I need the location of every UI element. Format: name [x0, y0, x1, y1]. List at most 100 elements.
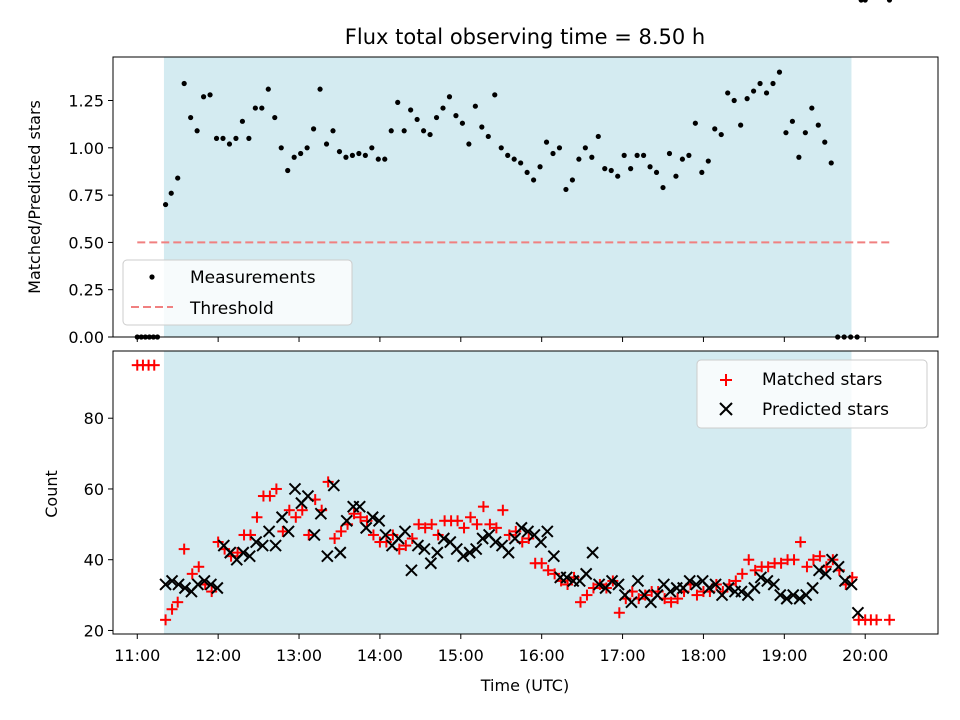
matched-point — [542, 564, 554, 576]
predicted-point — [806, 581, 819, 595]
legend-matched-marker — [720, 374, 732, 386]
predicted-point — [379, 528, 392, 542]
matched-point — [361, 515, 373, 527]
predicted-point — [631, 574, 645, 588]
measurement-point — [809, 105, 815, 111]
bottom-y-tick-label: 20 — [84, 621, 104, 640]
predicted-point — [269, 539, 282, 552]
measurement-point — [408, 107, 414, 113]
measurement-point — [485, 133, 491, 140]
x-tick-label: 17:00 — [600, 646, 646, 665]
measurement-point — [278, 145, 284, 151]
legend-matched-label: Matched stars — [762, 370, 882, 390]
predicted-point — [405, 564, 418, 577]
measurement-point — [862, 0, 868, 3]
measurement-point — [453, 113, 459, 119]
measurement-point — [828, 160, 834, 166]
matched-point — [613, 607, 625, 619]
measurement-point — [317, 86, 323, 92]
matched-point — [277, 525, 289, 537]
bottom-axes-frame — [112, 350, 939, 635]
matched-point — [303, 529, 315, 541]
bottom-legend: Matched stars Predicted stars — [696, 359, 928, 429]
measurement-point — [479, 124, 485, 130]
predicted-point — [359, 521, 373, 535]
measurement-point — [511, 156, 517, 162]
predicted-point — [366, 511, 379, 524]
predicted-point — [748, 581, 761, 595]
measurement-point — [472, 103, 478, 109]
measurement-point — [582, 145, 588, 151]
matched-point — [775, 557, 787, 569]
measurement-point — [175, 175, 181, 181]
matched-point — [400, 540, 412, 552]
predicted-point — [683, 574, 696, 588]
matched-point — [749, 564, 761, 576]
bottom-y-axis: 20 40 60 80 — [84, 409, 113, 640]
predicted-point — [204, 578, 218, 591]
matched-point — [523, 532, 535, 544]
matched-point — [587, 582, 599, 594]
matched-point — [212, 536, 224, 548]
matched-point — [549, 568, 561, 580]
measurement-point — [252, 105, 258, 111]
measurement-point — [401, 128, 407, 134]
matched-point — [380, 536, 392, 548]
matched-point — [691, 589, 703, 601]
matched-point — [477, 501, 489, 513]
predicted-point — [288, 482, 302, 496]
measurement-point — [433, 114, 440, 121]
measurement-point — [369, 145, 375, 151]
measurement-point — [492, 92, 498, 98]
predicted-point — [334, 546, 347, 559]
matched-point — [490, 522, 502, 534]
predicted-point — [819, 567, 832, 581]
matched-point — [801, 561, 813, 573]
measurement-point — [226, 141, 233, 147]
predicted-point — [321, 549, 334, 563]
measurement-point — [304, 145, 310, 151]
measurement-point — [763, 90, 770, 96]
predicted-point — [625, 595, 638, 609]
measurement-point — [640, 152, 647, 158]
measurement-point — [750, 88, 757, 94]
measurement-point — [362, 152, 368, 158]
matched-point — [270, 483, 282, 495]
predicted-point — [767, 578, 781, 591]
top-legend-box — [122, 259, 353, 326]
matched-point — [871, 614, 883, 626]
measurement-point — [207, 92, 213, 98]
predicted-point — [612, 578, 625, 591]
predicted-point — [735, 585, 748, 598]
predicted-point — [521, 525, 535, 538]
matched-point — [883, 614, 895, 626]
matched-point — [484, 518, 496, 530]
matched-point — [232, 547, 244, 559]
matched-point — [665, 596, 677, 608]
measurement-point — [628, 166, 634, 172]
measurement-point — [330, 128, 336, 134]
matched-point — [575, 596, 586, 608]
measurement-point — [822, 139, 828, 145]
x-tick-label: 11:00 — [114, 646, 160, 665]
predicted-point — [586, 546, 599, 559]
predicted-point — [431, 546, 444, 559]
x-tick-label: 13:00 — [276, 646, 322, 665]
matched-point — [510, 525, 522, 537]
matched-point — [251, 511, 263, 523]
x-tick-label: 14:00 — [357, 646, 403, 665]
top-y-tick-label: 0.75 — [68, 186, 104, 205]
bottom-series-predicted — [159, 479, 865, 619]
matched-point — [497, 504, 509, 516]
legend-predicted-marker — [719, 402, 733, 416]
matched-point — [367, 529, 379, 541]
predicted-point — [838, 574, 852, 588]
predicted-point — [198, 574, 211, 588]
measurement-point — [653, 169, 660, 176]
matched-point — [452, 515, 464, 527]
predicted-point — [437, 532, 451, 545]
matched-point — [148, 359, 160, 371]
x-tick-label: 19:00 — [761, 646, 807, 665]
